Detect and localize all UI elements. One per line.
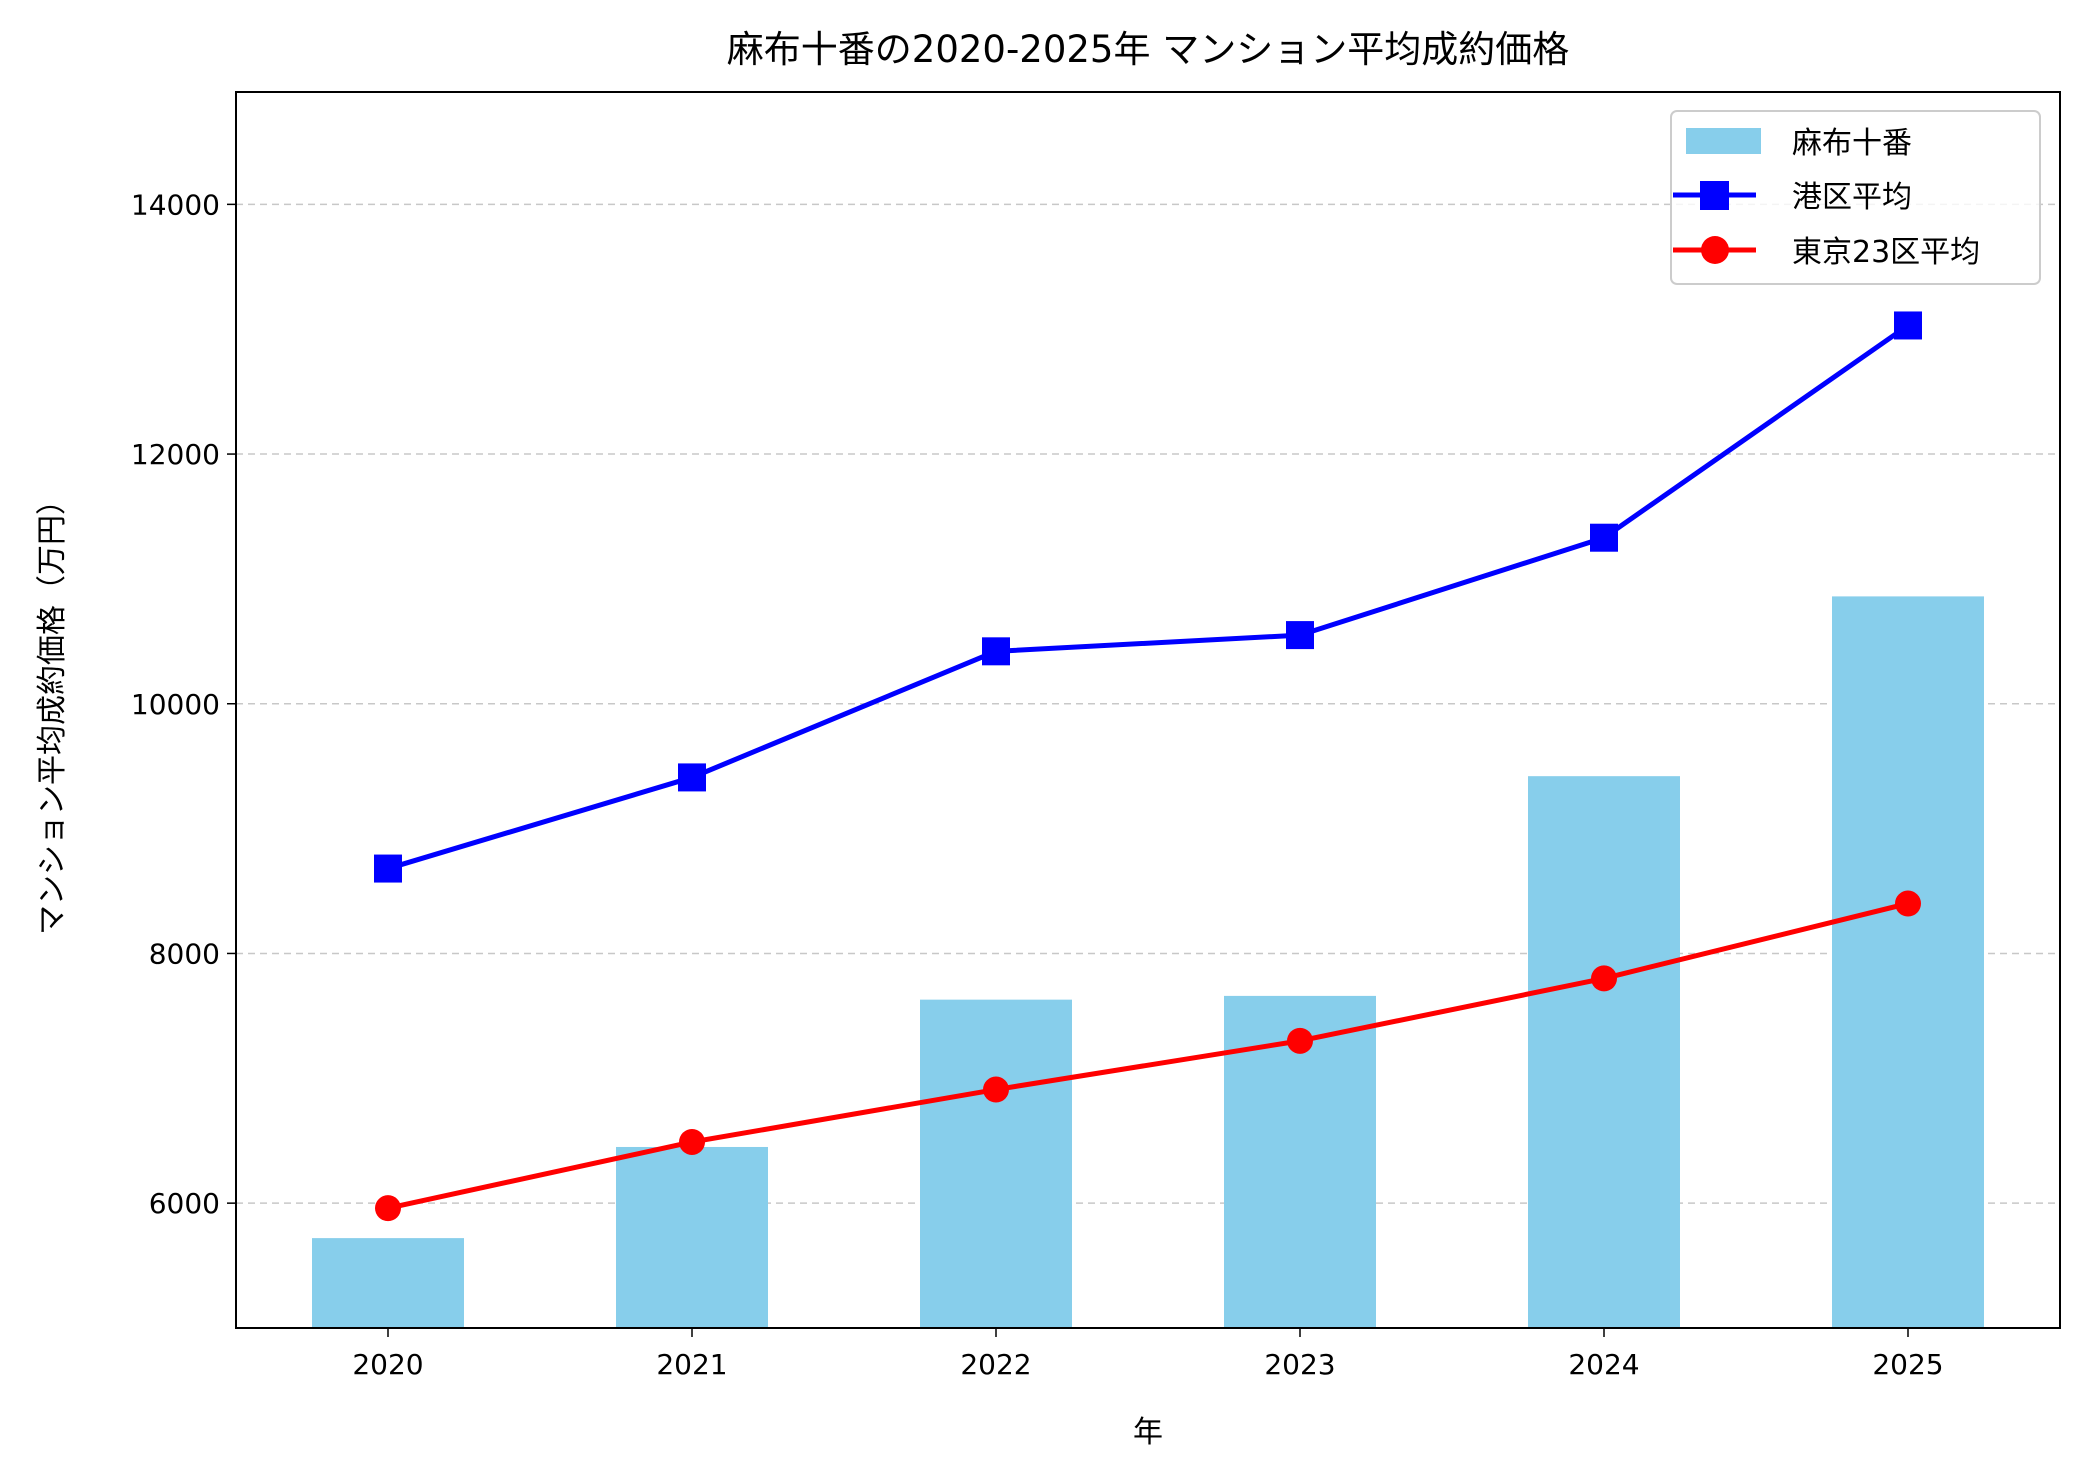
data-point-square	[1894, 311, 1922, 340]
data-point-circle	[1591, 965, 1617, 992]
data-point-square	[678, 763, 706, 792]
bar	[1832, 596, 1984, 1328]
x-tick-label: 2022	[960, 1348, 1031, 1381]
x-ticks: 2020 2021 2022 2023 2024 2025	[352, 1328, 1944, 1381]
grid	[236, 203, 2060, 1204]
legend: 麻布十番 港区平均 東京23区平均	[1670, 110, 2041, 285]
data-point-circle	[1895, 890, 1921, 917]
y-ticks: 6000 8000 10000 12000 14000	[131, 188, 236, 1220]
series-line	[387, 901, 1909, 1211]
y-tick-label: 8000	[149, 937, 220, 970]
data-point-circle	[375, 1195, 401, 1222]
y-tick-label: 10000	[131, 688, 220, 721]
data-point-square	[374, 854, 402, 883]
bars	[312, 596, 1984, 1328]
legend-label: 東京23区平均	[1792, 235, 1980, 270]
data-point-square	[1590, 523, 1618, 552]
data-point-square	[1286, 621, 1314, 650]
x-tick-label: 2025	[1872, 1348, 1943, 1381]
x-tick-label: 2024	[1568, 1348, 1639, 1381]
legend-box	[1670, 110, 2041, 285]
data-point-circle	[1287, 1027, 1313, 1054]
legend-label: 麻布十番	[1792, 126, 1912, 161]
lines	[374, 311, 1922, 1222]
plot-frame	[235, 91, 2061, 1329]
x-tick-label: 2020	[352, 1348, 423, 1381]
x-tick-label: 2021	[656, 1348, 727, 1381]
legend-marker-circle	[1701, 236, 1729, 264]
legend-label: 港区平均	[1792, 180, 1912, 215]
data-point-circle	[679, 1128, 705, 1155]
bar	[312, 1238, 464, 1328]
y-tick-label: 6000	[149, 1187, 220, 1220]
y-axis-label: マンション平均成約価格（万円）	[35, 485, 70, 935]
legend-swatch-bar	[1686, 128, 1761, 154]
bar	[920, 999, 1072, 1328]
legend-marker-square	[1700, 181, 1729, 210]
series-line	[387, 323, 1910, 871]
x-axis-label: 年	[1133, 1415, 1163, 1450]
bar	[616, 1146, 768, 1328]
data-point-square	[982, 637, 1010, 666]
data-point-circle	[983, 1076, 1009, 1103]
y-tick-label: 14000	[131, 188, 220, 221]
bar	[1528, 776, 1680, 1328]
y-tick-label: 12000	[131, 438, 220, 471]
chart-title: 麻布十番の2020-2025年 マンション平均成約価格	[727, 28, 1569, 71]
x-tick-label: 2023	[1264, 1348, 1335, 1381]
